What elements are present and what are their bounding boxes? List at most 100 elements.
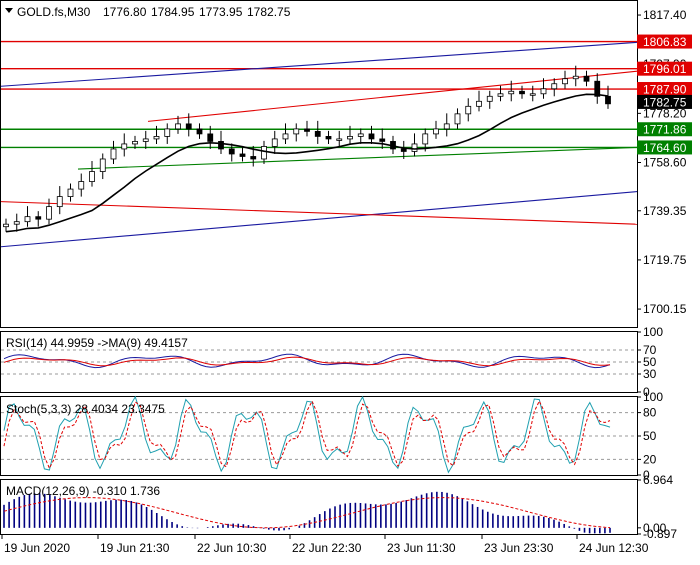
candle-36 (379, 128, 386, 149)
level-tag-bg (637, 61, 692, 76)
candle-25 (261, 140, 267, 164)
triangle-down-icon[interactable] (5, 8, 13, 13)
level-tag-3: 1787.90 (637, 82, 692, 97)
time-tick-label: 22 Jun 22:30 (292, 541, 362, 555)
macd-title: MACD(12,26,9) -0.310 1.736 (6, 484, 160, 498)
candle-39 (411, 133, 418, 157)
time-tick-label: 23 Jun 11:30 (387, 541, 456, 555)
level-tag-label: 1796.01 (643, 62, 687, 76)
candle-49 (519, 85, 525, 99)
candle-41 (433, 120, 439, 139)
blue-channel-upper (0, 41, 638, 87)
candle-body (13, 221, 20, 225)
level-tag-5: 1764.60 (637, 140, 692, 155)
candle-body (153, 136, 160, 140)
candle-body (411, 143, 418, 152)
price-tags: 1806.83 1796.01 1787.90 1771.86 1764.60 1782.… (637, 34, 692, 155)
candle-2 (13, 213, 20, 232)
candle-44 (465, 98, 472, 122)
indicator-tick-label: -0.897 (643, 527, 677, 541)
candle-body (476, 100, 482, 107)
candle-body (56, 196, 63, 208)
candle-18 (185, 113, 192, 137)
candle-15 (153, 125, 160, 144)
candle-body (142, 138, 149, 142)
candle-body (465, 105, 472, 115)
candle-body (605, 95, 611, 105)
candle-19 (196, 123, 203, 139)
candle-body (551, 83, 558, 90)
stoch-title: Stoch(5,3,3) 28.4034 23.3475 (6, 402, 165, 416)
candle-7 (67, 183, 74, 202)
time-tick-label: 23 Jun 23:30 (484, 541, 554, 555)
candle-10 (99, 153, 106, 180)
candle-55 (583, 70, 590, 87)
red-channel-lower (0, 201, 638, 225)
time-axis: 19 Jun 2020 19 Jun 21:30 22 Jun 10:30 22 Ju… (1, 535, 649, 555)
candle-56 (594, 73, 601, 104)
macd-indicator: 6.964 0.00-0.897 (3, 473, 677, 541)
candle-body (347, 136, 353, 140)
candle-body (3, 223, 9, 228)
candle-body (454, 113, 461, 125)
indicator-tick-label: 80 (643, 406, 657, 420)
candle-45 (476, 90, 482, 112)
candle-body (583, 75, 590, 82)
candle-22 (228, 143, 235, 162)
red-channel-upper (147, 70, 638, 122)
time-tick-label: 19 Jun 2020 (4, 541, 70, 555)
price-tick-label: 1817.40 (643, 8, 687, 22)
candle-body (379, 138, 386, 142)
candle-27 (282, 123, 289, 144)
candle-body (196, 128, 203, 135)
candle-body (368, 133, 375, 140)
candle-body (78, 181, 85, 190)
level-tag-bg (637, 34, 692, 49)
indicator-tick-label: 30 (643, 367, 657, 381)
candle-body (185, 123, 192, 130)
level-tag-label: 1764.60 (643, 141, 687, 155)
candle-47 (497, 85, 504, 102)
candle-23 (239, 145, 246, 162)
price-tick-label: 1778.20 (643, 106, 687, 120)
candle-body (218, 141, 224, 150)
level-tag-1: 1806.83 (637, 34, 692, 49)
candle-body (293, 128, 300, 135)
candle-16 (164, 123, 171, 144)
candle-1 (3, 218, 9, 232)
candle-body (89, 171, 95, 182)
candle-32 (336, 130, 343, 147)
candle-30 (314, 120, 321, 144)
candle-body (132, 141, 138, 145)
level-tag-bg (637, 140, 692, 155)
candle-body (443, 123, 450, 130)
low-value: 1773.95 (199, 5, 243, 19)
candle-body (164, 128, 171, 137)
candle-body (572, 75, 579, 80)
candle-9 (89, 160, 95, 187)
candle-51 (540, 78, 547, 99)
candle-48 (508, 80, 515, 102)
candle-body (508, 90, 515, 95)
candle-38 (400, 140, 407, 159)
candle-57 (605, 85, 611, 109)
indicator-tick-label: 100 (643, 325, 663, 339)
candle-body (519, 90, 525, 95)
candle-52 (551, 78, 558, 97)
candle-54 (572, 65, 579, 87)
candle-body (336, 138, 343, 141)
candle-body (562, 78, 568, 85)
candle-body (357, 133, 364, 137)
price-axis: 1817.401797.901778.201758.601739.351719.… (637, 8, 687, 316)
price-tick-label: 1700.15 (643, 302, 687, 316)
main-pane (0, 0, 638, 328)
indicator-tick-label: 100 (643, 390, 663, 404)
level-tag-2: 1796.01 (637, 61, 692, 76)
indicator-tick-label: 20 (643, 452, 657, 466)
channel-lines (0, 41, 638, 248)
rsi-title: RSI(14) 44.9959 ->MA(9) 49.4157 (6, 336, 188, 350)
indicator-tick-label: 6.964 (643, 473, 673, 487)
candle-33 (347, 125, 353, 144)
